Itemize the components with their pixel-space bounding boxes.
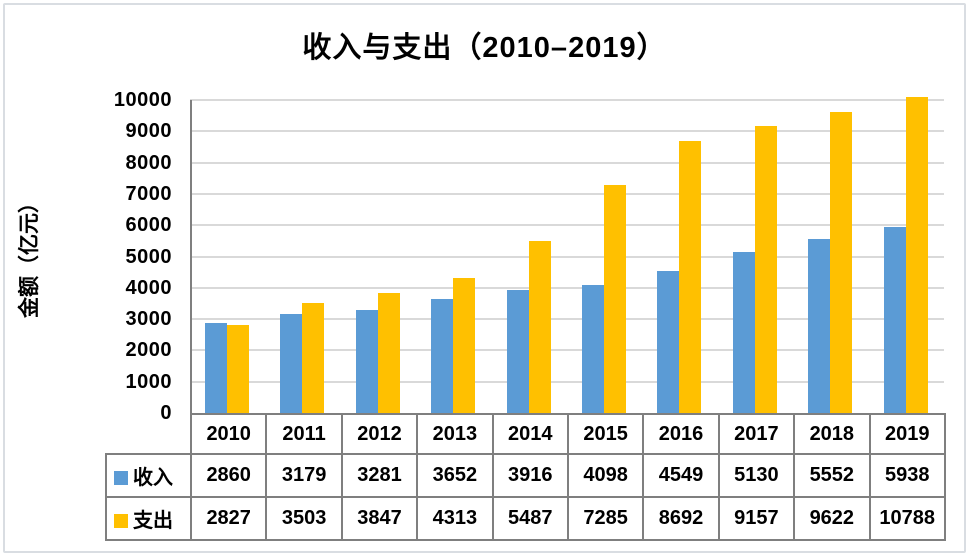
bar-expense-2016 xyxy=(679,140,702,413)
y-tick-label: 2000 xyxy=(125,339,172,362)
y-tick-label: 5000 xyxy=(125,245,172,268)
bar-expense-2011 xyxy=(302,303,325,413)
bar-income-2018 xyxy=(808,239,831,413)
gridline xyxy=(190,130,944,133)
gridline xyxy=(190,255,944,258)
legend-cell-income: 收入 xyxy=(105,453,192,498)
bar-income-2012 xyxy=(355,310,378,413)
value-cell-expense-2015: 7285 xyxy=(566,496,645,541)
y-axis-ticks: 0 1000 2000 3000 4000 5000 6000 7000 8000 9000 100… xyxy=(50,0,172,557)
value-cell-expense-2010: 2827 xyxy=(189,496,268,541)
value-cell-income-2013: 3652 xyxy=(416,453,494,498)
y-tick-label: 7000 xyxy=(125,182,172,205)
value-cell-income-2010: 2860 xyxy=(189,453,268,498)
plot-area xyxy=(190,97,944,413)
gridline xyxy=(190,286,944,289)
year-header-cell: 2016 xyxy=(642,413,720,455)
y-tick-label: 9000 xyxy=(125,120,172,143)
y-tick-label: 8000 xyxy=(125,151,172,174)
gridline xyxy=(190,99,944,101)
gridline xyxy=(190,349,944,352)
gridline xyxy=(190,161,944,164)
value-cell-expense-2018: 9622 xyxy=(793,496,871,541)
y-tick-label: 10000 xyxy=(113,89,172,111)
bar-expense-2012 xyxy=(377,292,400,413)
value-cell-income-2012: 3281 xyxy=(340,453,419,498)
bar-income-2013 xyxy=(431,298,454,413)
bar-expense-2014 xyxy=(528,241,551,413)
value-cell-expense-2012: 3847 xyxy=(340,496,419,541)
bar-expense-2017 xyxy=(754,126,777,413)
bar-income-2014 xyxy=(506,290,529,413)
bar-expense-2013 xyxy=(453,278,476,413)
value-cell-income-2011: 3179 xyxy=(265,453,343,498)
year-header-cell: 2014 xyxy=(491,413,569,455)
gridline xyxy=(190,192,944,195)
value-cell-expense-2013: 4313 xyxy=(416,496,494,541)
data-table: 2010 2011 2012 2013 2014 2015 2016 2017 2018 2019… xyxy=(105,413,946,541)
value-cell-expense-2019: 10788 xyxy=(868,496,946,541)
year-header-cell: 2010 xyxy=(189,413,268,455)
gridline xyxy=(190,318,944,321)
bar-expense-2019 xyxy=(905,97,928,413)
y-tick-label: 4000 xyxy=(125,276,172,299)
y-axis-title: 金额（亿元） xyxy=(18,192,41,318)
y-tick-label: 3000 xyxy=(125,308,172,331)
y-tick-label: 0 xyxy=(160,402,172,424)
value-cell-expense-2014: 5487 xyxy=(491,496,569,541)
year-header-cell: 2019 xyxy=(868,413,946,455)
gridline xyxy=(190,380,944,383)
bar-expense-2018 xyxy=(830,111,853,413)
value-cell-expense-2011: 3503 xyxy=(265,496,343,541)
y-tick-label: 1000 xyxy=(125,370,172,393)
bar-income-2017 xyxy=(732,252,755,413)
year-header-cell: 2017 xyxy=(717,413,796,455)
legend-label-income: 收入 xyxy=(133,467,173,489)
bar-income-2019 xyxy=(883,227,906,413)
value-cell-income-2016: 4549 xyxy=(642,453,720,498)
bar-income-2015 xyxy=(582,284,604,413)
value-cell-expense-2017: 9157 xyxy=(717,496,796,541)
legend-cell-expense: 支出 xyxy=(105,496,192,541)
chart-title: 收入与支出（2010–2019） xyxy=(302,32,667,64)
data-table-body: 2010 2011 2012 2013 2014 2015 2016 2017 2018 2019… xyxy=(105,413,946,541)
year-header-cell: 2012 xyxy=(340,413,419,455)
table-row-income: 收入 2860 3179 3281 3652 3916 4098 4549 5130 5552 59… xyxy=(105,453,946,498)
bar-income-2010 xyxy=(205,323,227,413)
year-header-cell: 2011 xyxy=(265,413,343,455)
bar-expense-2010 xyxy=(227,324,249,413)
table-row-expense: 支出 2827 3503 3847 4313 5487 7285 8692 9157 9622 10… xyxy=(105,496,946,541)
table-corner-cell xyxy=(106,414,191,454)
gridline xyxy=(190,224,944,227)
y-axis-line xyxy=(190,100,192,413)
value-cell-income-2018: 5552 xyxy=(793,453,871,498)
bar-income-2016 xyxy=(657,270,680,413)
year-header-cell: 2013 xyxy=(416,413,494,455)
year-header-cell: 2018 xyxy=(793,413,871,455)
value-cell-expense-2016: 8692 xyxy=(642,496,720,541)
value-cell-income-2019: 5938 xyxy=(868,453,946,498)
legend-swatch-expense xyxy=(114,514,128,528)
y-tick-label: 6000 xyxy=(125,214,172,237)
legend-swatch-income xyxy=(114,471,128,485)
bar-expense-2015 xyxy=(604,184,626,413)
value-cell-income-2015: 4098 xyxy=(566,453,645,498)
value-cell-income-2014: 3916 xyxy=(491,453,569,498)
year-header-cell: 2015 xyxy=(566,413,645,455)
bar-income-2011 xyxy=(280,313,303,413)
legend-label-expense: 支出 xyxy=(133,510,173,532)
value-cell-income-2017: 5130 xyxy=(717,453,796,498)
